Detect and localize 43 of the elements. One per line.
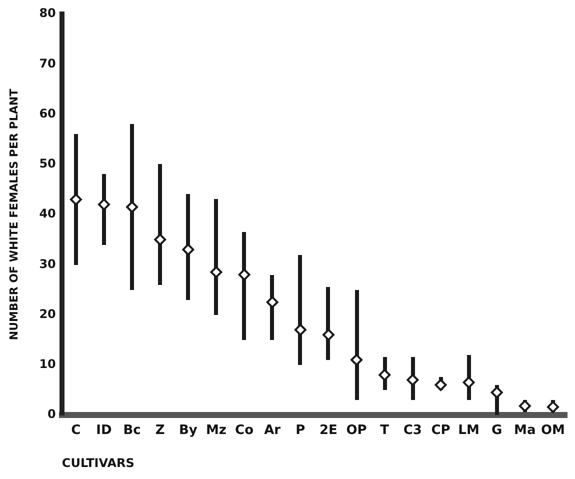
x-tick-label: By xyxy=(178,423,198,438)
y-tick-label: 10 xyxy=(39,357,56,371)
point xyxy=(238,268,250,281)
x-tick-label: OP xyxy=(346,423,367,438)
x-tick-label: Ma xyxy=(514,423,536,438)
x-tick-label: C3 xyxy=(403,423,422,438)
point xyxy=(294,324,306,336)
x-tick-label: CP xyxy=(431,423,450,438)
x-tick-label: ID xyxy=(96,423,112,438)
x-tick-label: Mz xyxy=(206,423,226,438)
point xyxy=(378,368,391,381)
point xyxy=(266,296,278,308)
x-tick-label: OM xyxy=(540,423,565,438)
y-tick-label: 30 xyxy=(39,256,56,271)
point xyxy=(154,234,166,246)
point xyxy=(490,386,503,398)
point xyxy=(462,376,475,388)
x-tick-label: LM xyxy=(458,423,480,438)
x-tick-label: T xyxy=(380,423,390,438)
point xyxy=(434,378,447,391)
x-tick-label: C xyxy=(71,423,81,438)
y-tick-label: 70 xyxy=(39,56,56,70)
x-tick-label: G xyxy=(492,423,502,438)
x-tick-label: Bc xyxy=(123,423,141,438)
x-tick-label: Z xyxy=(155,423,165,438)
point xyxy=(210,266,222,278)
point xyxy=(406,374,419,386)
y-axis-title: NUMBER OF WHITE FEMALES PER PLANT xyxy=(7,88,20,340)
point xyxy=(518,400,531,412)
y-tick-label: 20 xyxy=(39,306,56,321)
y-tick-label: 60 xyxy=(39,106,56,120)
x-tick-label: Co xyxy=(235,423,254,438)
x-axis-title: CULTIVARS xyxy=(62,456,134,470)
y-tick-label: 40 xyxy=(39,206,56,221)
x-tick-label: Ar xyxy=(264,423,282,438)
y-tick-label: 80 xyxy=(39,6,56,20)
point xyxy=(322,328,334,341)
y-tick-label: 0 xyxy=(48,407,56,422)
x-tick-label: P xyxy=(296,423,306,438)
point xyxy=(350,354,363,366)
point xyxy=(182,244,194,256)
x-tick-label: 2E xyxy=(320,423,338,438)
y-tick-label: 50 xyxy=(39,156,56,170)
